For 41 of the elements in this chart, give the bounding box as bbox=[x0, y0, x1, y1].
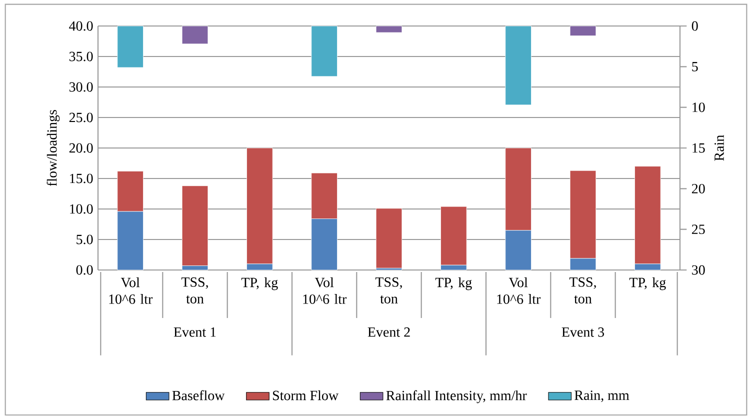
x-tick-label: TP, kg bbox=[241, 277, 278, 290]
y-tick-label: 40.0 bbox=[69, 21, 93, 31]
legend-label: Rain, mm bbox=[574, 390, 630, 402]
x-tick-label: Vol 10^6 ltr bbox=[497, 277, 541, 304]
y-tick-label: 20.0 bbox=[69, 143, 93, 153]
y2-axis-title: Rain bbox=[714, 135, 724, 161]
y2-tick-label: 0 bbox=[692, 21, 698, 31]
legend-label: Storm Flow bbox=[273, 390, 338, 400]
bar bbox=[182, 26, 208, 44]
bar bbox=[376, 208, 402, 268]
y-tick-label: 30.0 bbox=[69, 82, 93, 92]
y-tick-label: 5.0 bbox=[76, 234, 93, 244]
x-tick-label: Vol 10^6 ltr bbox=[109, 277, 153, 304]
y2-tick-label: 15 bbox=[692, 143, 705, 153]
x-tick-label: TSS, ton bbox=[181, 277, 208, 304]
y2-tick-label: 25 bbox=[692, 224, 705, 234]
bar bbox=[505, 26, 532, 106]
y2-tick-label: 30 bbox=[692, 265, 705, 275]
y-tick-label: 15.0 bbox=[70, 174, 93, 184]
text: Event 2 bbox=[368, 327, 410, 337]
x-tick-label: TP, kg bbox=[435, 277, 472, 290]
x-tick-label: TP, kg bbox=[629, 277, 666, 290]
x-tick-label: TSS, ton bbox=[569, 277, 596, 304]
y-tick-label: 25.0 bbox=[69, 112, 93, 122]
y-tick-label: 0.0 bbox=[76, 265, 93, 275]
y2-tick-label: 10 bbox=[692, 102, 705, 112]
x-tick-label: TSS, ton bbox=[375, 277, 402, 304]
x-tick-label: Vol 10^6 ltr bbox=[303, 277, 347, 304]
bar bbox=[570, 26, 596, 36]
bar bbox=[117, 26, 144, 68]
bar bbox=[311, 26, 338, 77]
bar bbox=[376, 26, 402, 33]
y-axis-title: flow/loadings bbox=[46, 110, 60, 186]
text: Event 3 bbox=[562, 327, 604, 337]
legend-label: Baseflow bbox=[172, 390, 225, 400]
y-tick-label: 10.0 bbox=[70, 204, 93, 214]
y-tick-label: 35.0 bbox=[69, 52, 93, 62]
y2-tick-label: 5 bbox=[692, 62, 698, 72]
legend-label: Rainfall Intensity, mm/hr bbox=[386, 390, 527, 404]
text: Event 1 bbox=[174, 327, 216, 337]
y2-tick-label: 20 bbox=[692, 184, 705, 194]
